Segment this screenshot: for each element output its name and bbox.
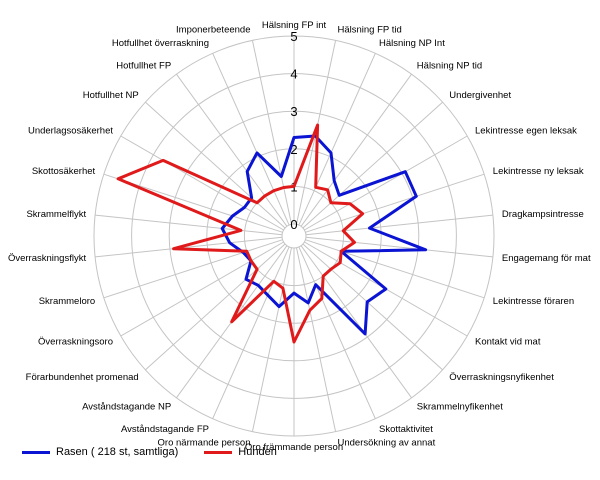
category-labels: Hälsning FP int Hälsning FP tid Hälsning N… xyxy=(8,20,591,453)
grid-spoke xyxy=(298,246,376,419)
grid-spoke xyxy=(176,73,288,227)
legend-label-rasen: Rasen ( 218 st, samtliga) xyxy=(56,446,179,458)
legend-item-hunden: Hunden xyxy=(204,446,277,458)
grid-circle xyxy=(281,223,307,249)
category-label: Hotfullhet överraskning xyxy=(112,38,209,49)
category-label: Lekintresse föraren xyxy=(493,296,574,307)
grid-spoke xyxy=(305,173,485,233)
grid-spoke xyxy=(305,214,493,236)
radar-grid xyxy=(93,35,495,437)
category-label: Förarbundenhet promenad xyxy=(26,372,139,383)
grid-spoke xyxy=(298,53,376,226)
tick-label: 2 xyxy=(290,142,297,157)
category-label: Imponerbeteende xyxy=(176,25,250,36)
category-label: Hotfullhet FP xyxy=(116,60,171,71)
legend: Rasen ( 218 st, samtliga) Hunden xyxy=(22,446,303,458)
category-label: Skrammeloro xyxy=(39,296,96,307)
category-label: Överraskningsflykt xyxy=(8,253,86,264)
category-label: Överraskningsnyfikenhet xyxy=(449,372,554,383)
grid-spoke xyxy=(251,247,292,432)
legend-label-hunden: Hunden xyxy=(238,446,277,458)
category-label: Hälsning NP Int xyxy=(379,38,445,49)
grid-circle xyxy=(131,73,457,399)
category-label: Överraskningsoro xyxy=(38,337,113,348)
grid-spoke xyxy=(296,247,337,432)
category-label: Undergivenhet xyxy=(449,90,511,101)
category-label: Skrammelnyfikenhet xyxy=(417,402,503,413)
grid-spoke xyxy=(300,245,412,399)
grid-spoke xyxy=(145,101,286,229)
grid-spoke xyxy=(95,236,283,258)
category-label: Skottaktivitet xyxy=(379,424,433,435)
legend-swatch-hunden xyxy=(204,450,233,454)
category-label: Avståndstagande FP xyxy=(121,424,209,435)
legend-item-rasen: Rasen ( 218 st, samtliga) xyxy=(22,446,178,458)
tick-label: 0 xyxy=(290,217,297,232)
grid-circle xyxy=(93,35,495,437)
grid-circle xyxy=(168,110,420,362)
series-line-rasen xyxy=(220,134,428,336)
grid-spoke xyxy=(302,243,443,371)
grid-spoke xyxy=(304,135,468,231)
category-label: Hälsning NP tid xyxy=(417,60,482,71)
category-label: Underlagsosäkerhet xyxy=(28,126,113,137)
grid-spoke xyxy=(302,101,443,229)
category-label: Undersökning av annat xyxy=(338,437,436,448)
category-label: Lekintresse egen leksak xyxy=(475,126,577,137)
category-label: Hälsning FP int xyxy=(262,20,327,31)
category-label: Skrammelflykt xyxy=(26,209,86,220)
category-label: Skottosäkerhet xyxy=(32,166,96,177)
category-label: Hälsning FP tid xyxy=(338,25,402,36)
category-label: Dragkampsintresse xyxy=(502,209,584,220)
grid-spoke xyxy=(251,40,292,225)
grid-spoke xyxy=(103,239,283,299)
tick-label: 3 xyxy=(290,104,297,119)
grid-spoke xyxy=(212,246,290,419)
legend-swatch-rasen xyxy=(22,450,50,454)
category-label: Oro närmande person xyxy=(158,437,251,448)
category-label: Engagemang för mat xyxy=(502,253,591,264)
grid-spoke xyxy=(300,73,412,227)
category-label: Avståndstagande NP xyxy=(82,402,171,413)
grid-spoke xyxy=(120,135,284,231)
grid-spoke xyxy=(305,239,485,299)
category-label: Oro främmande person xyxy=(245,442,343,453)
grid-spoke xyxy=(305,236,493,258)
grid-spoke xyxy=(212,53,290,226)
grid-circle xyxy=(206,148,382,324)
series-lines xyxy=(116,123,428,344)
grid-spoke xyxy=(145,243,286,371)
category-label: Hotfullhet NP xyxy=(83,90,139,101)
tick-label: 4 xyxy=(290,67,297,82)
category-label: Kontakt vid mat xyxy=(475,337,541,348)
grid-spoke xyxy=(120,241,284,337)
series-line-hunden xyxy=(116,123,365,344)
tick-label: 5 xyxy=(290,29,297,44)
category-label: Lekintresse ny leksak xyxy=(493,166,584,177)
grid-spoke xyxy=(95,214,283,236)
